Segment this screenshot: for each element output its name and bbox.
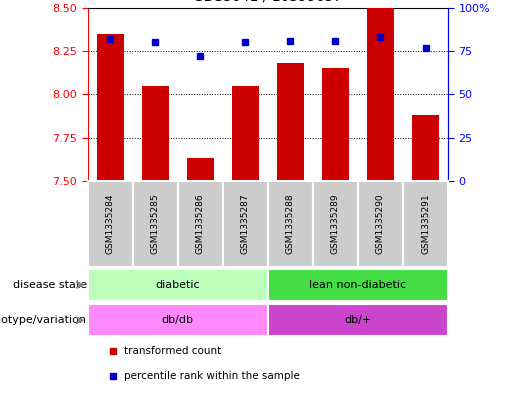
Bar: [412, 115, 439, 181]
Text: GSM1335291: GSM1335291: [421, 194, 430, 254]
Bar: [313, 181, 358, 267]
Text: GSM1335289: GSM1335289: [331, 194, 340, 254]
Bar: [358, 181, 403, 267]
Text: transformed count: transformed count: [124, 346, 221, 356]
Text: GSM1335284: GSM1335284: [106, 194, 114, 254]
Text: GSM1335286: GSM1335286: [196, 194, 204, 254]
Bar: [232, 86, 259, 181]
Text: lean non-diabetic: lean non-diabetic: [310, 280, 406, 290]
Bar: [142, 86, 168, 181]
Title: GDS5041 / 10399657: GDS5041 / 10399657: [193, 0, 342, 4]
Bar: [186, 158, 214, 181]
Bar: [97, 34, 124, 181]
Text: GSM1335287: GSM1335287: [241, 194, 250, 254]
Bar: [222, 181, 268, 267]
Text: db/db: db/db: [162, 315, 194, 325]
Text: disease state: disease state: [12, 280, 87, 290]
Text: GSM1335290: GSM1335290: [376, 194, 385, 254]
Text: percentile rank within the sample: percentile rank within the sample: [124, 371, 300, 381]
Bar: [268, 181, 313, 267]
Bar: [322, 68, 349, 181]
Bar: [403, 181, 448, 267]
Text: diabetic: diabetic: [156, 280, 200, 290]
Bar: [367, 8, 394, 181]
Bar: [88, 269, 268, 301]
Bar: [88, 304, 268, 336]
Text: genotype/variation: genotype/variation: [0, 315, 87, 325]
Bar: [88, 181, 133, 267]
Text: db/+: db/+: [345, 315, 371, 325]
Text: GSM1335285: GSM1335285: [151, 194, 160, 254]
Bar: [268, 304, 448, 336]
Bar: [178, 181, 222, 267]
Bar: [277, 63, 304, 181]
Bar: [268, 269, 448, 301]
Bar: [133, 181, 178, 267]
Text: GSM1335288: GSM1335288: [286, 194, 295, 254]
